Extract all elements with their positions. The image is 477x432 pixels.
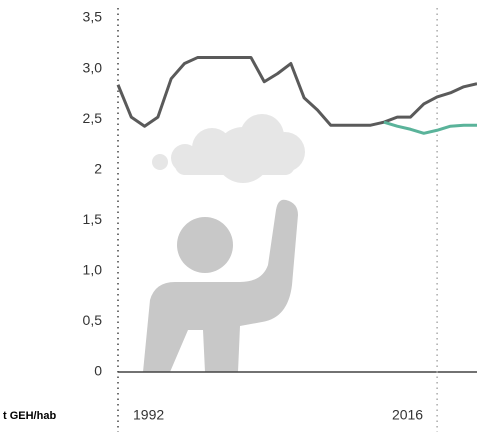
- y-tick-label: 1,5: [83, 211, 103, 227]
- data-line: [383, 120, 477, 135]
- illustration: [152, 114, 305, 183]
- y-tick-label: 2,5: [83, 110, 103, 126]
- y-tick-label: 2: [94, 160, 102, 176]
- x-tick-label: 2016: [392, 407, 423, 423]
- y-tick-label: 3,5: [83, 9, 103, 25]
- person-icon: [143, 199, 298, 372]
- x-tick-label: 1992: [133, 407, 164, 423]
- y-tick-label: 0: [94, 363, 102, 379]
- y-tick-label: 0,5: [83, 312, 103, 328]
- unit-label: t GEH/hab: [3, 410, 56, 422]
- data-line: [116, 55, 477, 128]
- y-tick-label: 3,0: [83, 59, 103, 75]
- y-tick-label: 1,0: [83, 262, 103, 278]
